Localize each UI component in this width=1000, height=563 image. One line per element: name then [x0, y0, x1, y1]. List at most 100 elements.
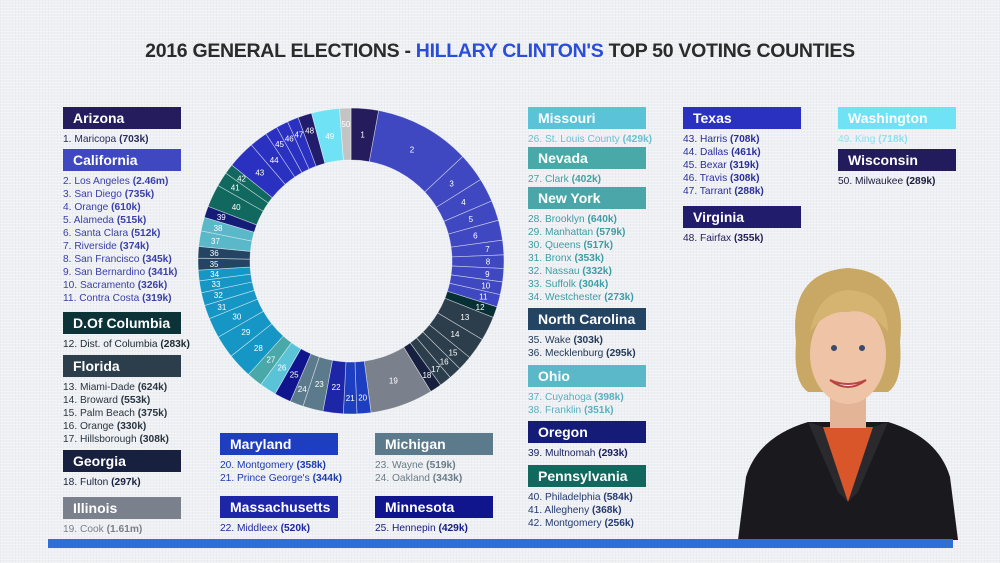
segment-label: 5	[469, 215, 474, 224]
county-item: 37. Cuyahoga (398k)	[528, 391, 646, 404]
county-item: 49. King (718k)	[838, 133, 956, 146]
segment-label: 29	[241, 328, 250, 337]
segment-label: 39	[217, 213, 226, 222]
county-item: 44. Dallas (461k)	[683, 146, 801, 159]
segment-label: 50	[341, 120, 350, 129]
state-header: Washington	[838, 107, 956, 129]
county-votes: (579k)	[595, 227, 626, 238]
state-header: Wisconsin	[838, 149, 956, 171]
county-name: 35. Wake	[528, 335, 571, 346]
segment-label: 33	[212, 280, 221, 289]
county-name: 11. Contra Costa	[63, 293, 140, 304]
candidate-photo	[738, 268, 958, 540]
segment-label: 32	[214, 291, 223, 300]
county-list: 39. Multnomah (293k)	[528, 447, 646, 460]
state-group: Oregon 39. Multnomah (293k)	[528, 421, 646, 460]
county-list: 22. Middleex (520k)	[220, 522, 338, 535]
county-votes: (308k)	[139, 434, 169, 445]
segment-label: 40	[232, 203, 241, 212]
county-votes: (332k)	[582, 266, 612, 277]
county-list: 37. Cuyahoga (398k) 38. Franklin (351k)	[528, 391, 646, 417]
state-group: Missouri 26. St. Louis County (429k)	[528, 107, 652, 146]
county-item: 16. Orange (330k)	[63, 420, 181, 433]
county-name: 30. Queens	[528, 240, 581, 251]
county-votes: (319k)	[142, 293, 172, 304]
state-header: Maryland	[220, 433, 338, 455]
county-name: 13. Miami-Dade	[63, 382, 135, 393]
county-item: 47. Tarrant (288k)	[683, 185, 801, 198]
county-name: 15. Palm Beach	[63, 408, 135, 419]
county-list: 50. Milwaukee (289k)	[838, 175, 956, 188]
county-item: 34. Westchester (273k)	[528, 291, 646, 304]
segment-label: 34	[210, 270, 219, 279]
county-name: 10. Sacramento	[63, 280, 135, 291]
county-item: 7. Riverside (374k)	[63, 240, 181, 253]
segment-label: 17	[431, 365, 440, 374]
county-votes: (375k)	[137, 408, 168, 419]
state-group: Minnesota 25. Hennepin (429k)	[375, 496, 493, 535]
county-name: 19. Cook	[63, 524, 104, 535]
county-votes: (519k)	[426, 460, 456, 471]
state-header: Massachusetts	[220, 496, 338, 518]
county-name: 26. St. Louis County	[528, 134, 620, 145]
county-name: 22. Middleex	[220, 523, 278, 534]
county-item: 30. Queens (517k)	[528, 239, 646, 252]
county-name: 9. San Bernardino	[63, 267, 146, 278]
county-item: 14. Broward (553k)	[63, 394, 181, 407]
segment-label: 30	[232, 313, 241, 322]
county-name: 36. Mecklenburg	[528, 348, 604, 359]
county-votes: (735k)	[124, 189, 155, 200]
county-votes: (624k)	[137, 382, 168, 393]
county-item: 21. Prince George's (344k)	[220, 472, 342, 485]
county-name: 34. Westchester	[528, 292, 602, 303]
county-list: 27. Clark (402k)	[528, 173, 646, 186]
title-highlight: HILLARY CLINTON'S	[415, 40, 604, 62]
county-votes: (343k)	[432, 473, 463, 484]
county-list: 13. Miami-Dade (624k) 14. Broward (553k) 1…	[63, 381, 181, 446]
county-item: 48. Fairfax (355k)	[683, 232, 801, 245]
title-part1: 2016 GENERAL ELECTIONS -	[145, 40, 416, 62]
county-item: 12. Dist. of Columbia (283k)	[63, 338, 190, 351]
county-name: 14. Broward	[63, 395, 118, 406]
segment-label: 48	[305, 126, 314, 135]
segment-label: 16	[440, 357, 449, 366]
state-header: D.Of Columbia	[63, 312, 181, 334]
state-group: Massachusetts 22. Middleex (520k)	[220, 496, 338, 535]
county-name: 50. Milwaukee	[838, 176, 904, 187]
county-name: 5. Alameda	[63, 215, 114, 226]
county-name: 31. Bronx	[528, 253, 572, 264]
segment-label: 31	[217, 303, 226, 312]
segment-label: 36	[210, 249, 219, 258]
county-list: 12. Dist. of Columbia (283k)	[63, 338, 190, 351]
segment-label: 44	[270, 156, 279, 165]
county-item: 33. Suffolk (304k)	[528, 278, 646, 291]
county-name: 7. Riverside	[63, 241, 117, 252]
county-votes: (345k)	[142, 254, 172, 265]
county-item: 24. Oakland (343k)	[375, 472, 493, 485]
county-item: 31. Bronx (353k)	[528, 252, 646, 265]
county-votes: (2.46m)	[132, 176, 169, 187]
county-item: 50. Milwaukee (289k)	[838, 175, 956, 188]
county-votes: (326k)	[137, 280, 168, 291]
county-list: 2. Los Angeles (2.46m) 3. San Diego (735k…	[63, 175, 181, 305]
county-name: 39. Multnomah	[528, 448, 596, 459]
county-votes: (515k)	[116, 215, 147, 226]
state-header: New York	[528, 187, 646, 209]
segment-label: 45	[275, 140, 284, 149]
county-list: 40. Philadelphia (584k) 41. Allegheny (36…	[528, 491, 646, 530]
segment-label: 10	[481, 281, 490, 290]
segment-label: 49	[325, 132, 334, 141]
county-votes: (297k)	[111, 477, 141, 488]
segment-label: 23	[315, 380, 324, 389]
county-votes: (461k)	[731, 147, 761, 158]
state-group: Michigan 23. Wayne (519k) 24. Oakland (343…	[375, 433, 493, 485]
county-name: 40. Philadelphia	[528, 492, 601, 503]
state-group: Virginia 48. Fairfax (355k)	[683, 206, 801, 245]
segment-label: 8	[486, 258, 491, 267]
county-name: 48. Fairfax	[683, 233, 732, 244]
county-item: 1. Maricopa (703k)	[63, 133, 181, 146]
county-item: 9. San Bernardino (341k)	[63, 266, 181, 279]
county-votes: (512k)	[130, 228, 161, 239]
segment-label: 24	[298, 385, 307, 394]
county-item: 43. Harris (708k)	[683, 133, 801, 146]
